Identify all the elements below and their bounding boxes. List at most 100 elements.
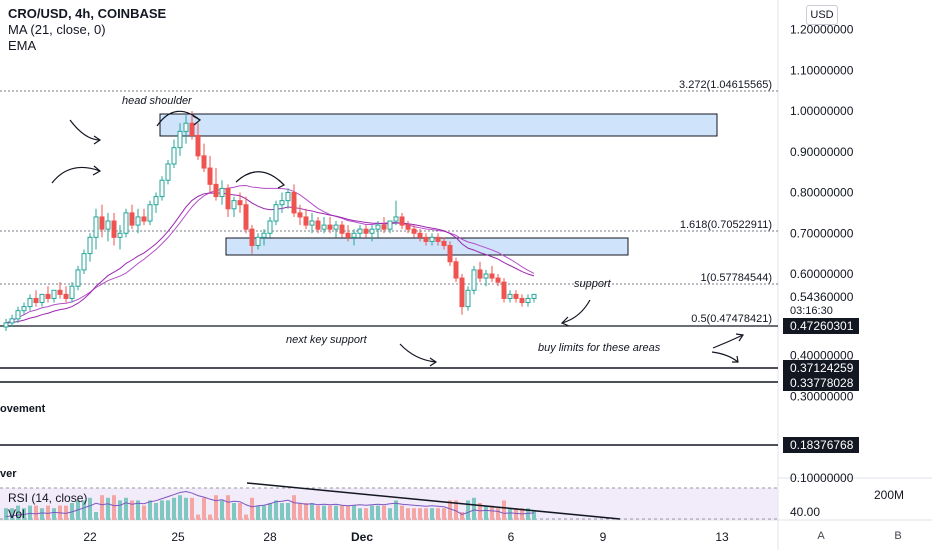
price-tick-label: 0.40000000 bbox=[790, 349, 854, 363]
volume-bar bbox=[454, 500, 458, 520]
candle-body bbox=[333, 224, 339, 230]
axis-b-button[interactable]: B bbox=[894, 530, 902, 542]
volume-bar bbox=[298, 503, 302, 520]
candle-body bbox=[99, 216, 105, 230]
ema-line bbox=[5, 192, 535, 324]
annotation-arrows bbox=[51, 110, 745, 367]
fib-label-1: 1(0.57784544) bbox=[700, 272, 772, 284]
candle-body bbox=[135, 216, 141, 226]
volume-bar bbox=[214, 495, 218, 520]
volume-bar bbox=[394, 500, 398, 520]
volume-bar bbox=[196, 514, 200, 520]
candle-body bbox=[261, 232, 267, 238]
time-tick-label: 28 bbox=[263, 530, 277, 544]
volume-bar bbox=[160, 500, 164, 520]
volume-bar bbox=[322, 505, 326, 520]
volume-bar bbox=[436, 508, 440, 520]
candle-body bbox=[483, 273, 489, 279]
arrow-curve-1 bbox=[51, 166, 101, 184]
volume-bar bbox=[262, 505, 266, 520]
candle-body bbox=[165, 163, 171, 181]
annotation-support: support bbox=[574, 278, 612, 290]
candle-body bbox=[69, 285, 75, 299]
candle-body bbox=[213, 183, 219, 198]
legend-symbol[interactable]: CRO/USD, 4h, COINBASE bbox=[8, 6, 167, 21]
volume-bar bbox=[346, 505, 350, 520]
volume-bar bbox=[136, 500, 140, 520]
volume-bar bbox=[442, 508, 446, 520]
volume-bar bbox=[400, 505, 404, 520]
volume-bar bbox=[88, 497, 92, 520]
rsi-legend-label[interactable]: RSI (14, close) bbox=[8, 491, 88, 505]
rsi-divergence-line[interactable] bbox=[246, 482, 621, 520]
rsi-value-label: 40.00 bbox=[790, 505, 820, 519]
label-line-1: 0.37124259 bbox=[790, 361, 854, 375]
candle-body bbox=[363, 228, 369, 234]
candle-body bbox=[105, 220, 111, 230]
candle-body bbox=[63, 293, 69, 299]
volume-bar bbox=[334, 505, 338, 520]
volume-bar bbox=[64, 505, 68, 520]
candle-body bbox=[231, 200, 237, 210]
time-tick-label: 25 bbox=[171, 530, 185, 544]
arrow-support-head bbox=[560, 316, 570, 327]
candle-body bbox=[435, 236, 441, 242]
candle-body bbox=[321, 224, 327, 230]
arrow-curve-4 bbox=[235, 171, 285, 186]
volume-bar bbox=[82, 500, 86, 520]
candle-body bbox=[501, 281, 507, 299]
current-price-label: 0.54360000 bbox=[790, 290, 854, 304]
vol-legend-label[interactable]: Vol bbox=[8, 507, 25, 521]
candle-body bbox=[405, 224, 411, 230]
volume-bar bbox=[316, 505, 320, 520]
price-axis-ticks: 1.20000000 1.10000000 1.00000000 0.90000000… bbox=[790, 23, 854, 485]
resistance-zone[interactable] bbox=[159, 113, 718, 137]
volume-bar bbox=[364, 508, 368, 520]
candle-body bbox=[519, 297, 525, 304]
volume-bar bbox=[172, 497, 176, 520]
candle-body bbox=[291, 192, 297, 214]
volume-bar bbox=[328, 505, 332, 520]
volume-bar bbox=[274, 500, 278, 520]
candle-body bbox=[399, 216, 405, 226]
volume-bar bbox=[142, 505, 146, 520]
label-bg-1 bbox=[783, 360, 859, 376]
candle-body bbox=[201, 155, 207, 169]
legend-ma[interactable]: MA (21, close, 0) bbox=[8, 22, 106, 37]
candle-body bbox=[285, 192, 291, 202]
candle-body bbox=[531, 293, 537, 299]
annotation-buy-limits: buy limits for these areas bbox=[538, 342, 661, 354]
candle-body bbox=[81, 253, 87, 271]
volume-bar bbox=[502, 500, 506, 520]
candle-body bbox=[21, 306, 27, 312]
fib-label-05: 0.5(0.47478421) bbox=[691, 313, 772, 325]
legend-ema[interactable]: EMA bbox=[8, 38, 37, 53]
candle-body bbox=[471, 269, 477, 291]
price-tick-label: 1.00000000 bbox=[790, 104, 854, 118]
arrow-next-support-head bbox=[429, 357, 438, 367]
candle-body bbox=[159, 179, 165, 198]
arrow-buy-1 bbox=[712, 334, 744, 349]
candle-body bbox=[51, 289, 57, 299]
label-bg-0 bbox=[783, 318, 859, 334]
candle-body bbox=[87, 236, 93, 255]
arrow-buy-2 bbox=[711, 351, 739, 363]
volume-bar bbox=[166, 500, 170, 520]
candle-body bbox=[417, 232, 423, 238]
axis-auto-button[interactable]: A bbox=[817, 530, 825, 542]
candle-body bbox=[255, 236, 261, 246]
annotation-ver: ver bbox=[0, 468, 17, 480]
candle-body bbox=[171, 147, 177, 165]
price-tick-label: 0.10000000 bbox=[790, 471, 854, 485]
price-tick-label: 0.30000000 bbox=[790, 389, 854, 403]
candle-body bbox=[219, 187, 225, 198]
currency-badge[interactable]: USD bbox=[806, 5, 838, 25]
fib-levels: 3.272(1.04615565) 1.618(0.70522911) 1(0.… bbox=[0, 79, 778, 327]
candle-body bbox=[345, 232, 351, 238]
price-tick-label: 1.10000000 bbox=[790, 63, 854, 77]
candle-body bbox=[93, 216, 99, 238]
price-tick-label: 0.60000000 bbox=[790, 267, 854, 281]
volume-bar bbox=[154, 503, 158, 520]
candle-body bbox=[351, 232, 357, 238]
